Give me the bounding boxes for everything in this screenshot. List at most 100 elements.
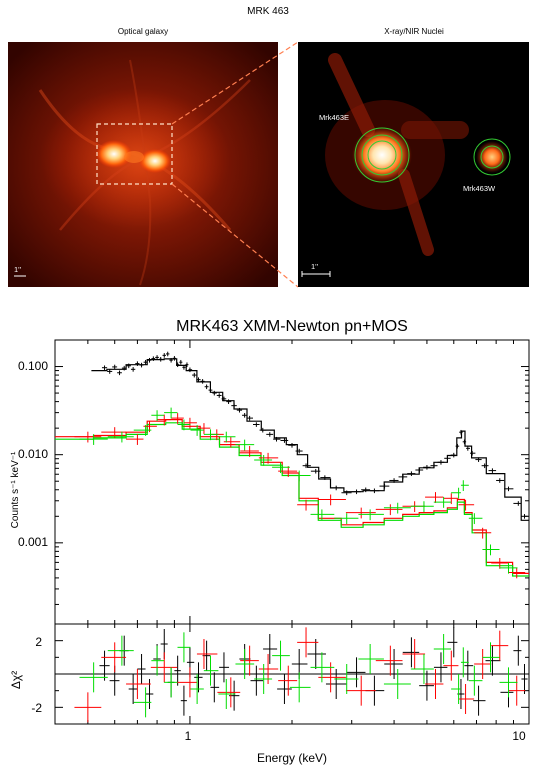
mos1-data-point [443, 493, 459, 505]
pn-data-point [398, 474, 408, 480]
optical-galaxy-panel: Optical galaxy 1'' [8, 27, 278, 287]
pn-data-point [221, 396, 227, 402]
pn-data-point [423, 465, 431, 470]
pn-data-point [351, 489, 362, 495]
pn-residual-point [384, 649, 403, 679]
mos2-data-point [499, 562, 518, 574]
mos1-residual-point [375, 645, 403, 676]
pn-data-point [117, 370, 122, 376]
pn-data-point [288, 443, 296, 448]
pn-data-point [139, 362, 144, 368]
pn-data-point [101, 365, 108, 371]
mos2-residual-point [383, 669, 411, 699]
pn-data-point [475, 457, 482, 462]
xray-nir-panel: X-ray/NIR Nuclei Mrk463E Mrk463W 1'' [298, 27, 529, 287]
mos2-data-point [203, 429, 219, 441]
pn-data-point [295, 448, 303, 454]
mos2-data-point [164, 407, 178, 419]
pn-residual-point [99, 650, 110, 681]
pn-data-point [450, 452, 456, 458]
xray-nuclei-emission [325, 53, 511, 256]
pn-residual-point [521, 664, 528, 694]
mos2-data-point [482, 544, 500, 556]
pn-data-point [179, 359, 183, 365]
pn-residual-point [219, 652, 230, 683]
mos2-residual-point [482, 642, 500, 673]
mos2-data-point [460, 480, 469, 492]
mos2-residual-point [190, 674, 204, 704]
mos2-data-point [235, 439, 255, 451]
pn-data-point [504, 486, 514, 492]
mos1-residual-point [196, 639, 218, 669]
mos1-data-point [156, 414, 171, 426]
pn-residual-point [263, 634, 278, 664]
mos1-data-point [425, 492, 444, 503]
mos2-residual-point [203, 655, 219, 686]
pn-data-point [437, 460, 445, 465]
pn-residual-point [250, 665, 264, 696]
pn-data-point [280, 438, 289, 443]
pn-data-point [200, 379, 205, 384]
pn-residual-point [473, 685, 486, 716]
pn-data-point [226, 399, 232, 404]
pn-data-point [176, 362, 180, 368]
mos1-data-point [318, 494, 346, 506]
pn-residual-point [447, 627, 458, 658]
xray-panel-title: X-ray/NIR Nuclei [384, 27, 444, 36]
pn-data-point [135, 361, 140, 366]
mos2-data-point [310, 509, 335, 521]
mos2-residual-point [468, 665, 483, 696]
pn-data-point [266, 432, 274, 437]
mrk463w-label: Mrk463W [463, 184, 496, 193]
pn-data-point [430, 463, 438, 469]
spectrum-data [74, 351, 528, 579]
residual-data [74, 627, 528, 723]
pn-data-point [130, 367, 136, 372]
pn-data-point [470, 450, 476, 456]
pn-residual-point [464, 650, 474, 681]
mos2-residual-point [254, 664, 273, 694]
pn-data-point [496, 478, 505, 483]
pn-data-point [273, 436, 281, 442]
pn-data-point [242, 413, 248, 418]
pn-data-point [320, 475, 331, 480]
pn-data-point [231, 403, 237, 409]
mos1-data-point [491, 558, 509, 569]
pn-data-point [169, 357, 173, 363]
mos1-residual-point [474, 649, 492, 679]
mos1-residual-point [443, 650, 459, 681]
pn-residual-point [325, 669, 347, 699]
mos2-residual-point [499, 667, 518, 698]
mos2-data-point [383, 502, 411, 514]
mos1-data-point [74, 431, 102, 443]
mos1-data-point [196, 423, 211, 434]
mos2-residual-point [433, 634, 452, 664]
mos1-residual-point [458, 684, 475, 714]
mos2-residual-point [289, 672, 311, 703]
mos2-residual-point [451, 674, 461, 704]
residual-ticks [54, 624, 530, 724]
pn-data-point [165, 351, 170, 357]
pn-data-point [126, 363, 131, 369]
spectrum-ticks [54, 339, 530, 624]
x-tick-label-1: 1 [185, 729, 192, 743]
mos2-data-point [468, 513, 483, 525]
mos2-data-point [218, 431, 236, 443]
pn-data-point [259, 427, 267, 433]
pn-data-point [185, 362, 189, 368]
pn-data-point [216, 393, 222, 398]
pn-data-point [462, 439, 467, 445]
zoom-line-top [171, 41, 299, 125]
spectrum-frame [54, 339, 530, 625]
pn-data-point [212, 390, 217, 396]
optical-panel-title: Optical galaxy [118, 27, 168, 36]
mos2-residual-point [460, 647, 469, 678]
pn-data-point [459, 429, 463, 435]
pn-data-point [407, 471, 416, 476]
pn-data-point [204, 384, 209, 390]
y-tick-label-0.001: 0.001 [18, 535, 48, 549]
pn-data-point [172, 356, 177, 361]
pn-data-point [158, 357, 163, 362]
pn-data-point [162, 353, 166, 358]
